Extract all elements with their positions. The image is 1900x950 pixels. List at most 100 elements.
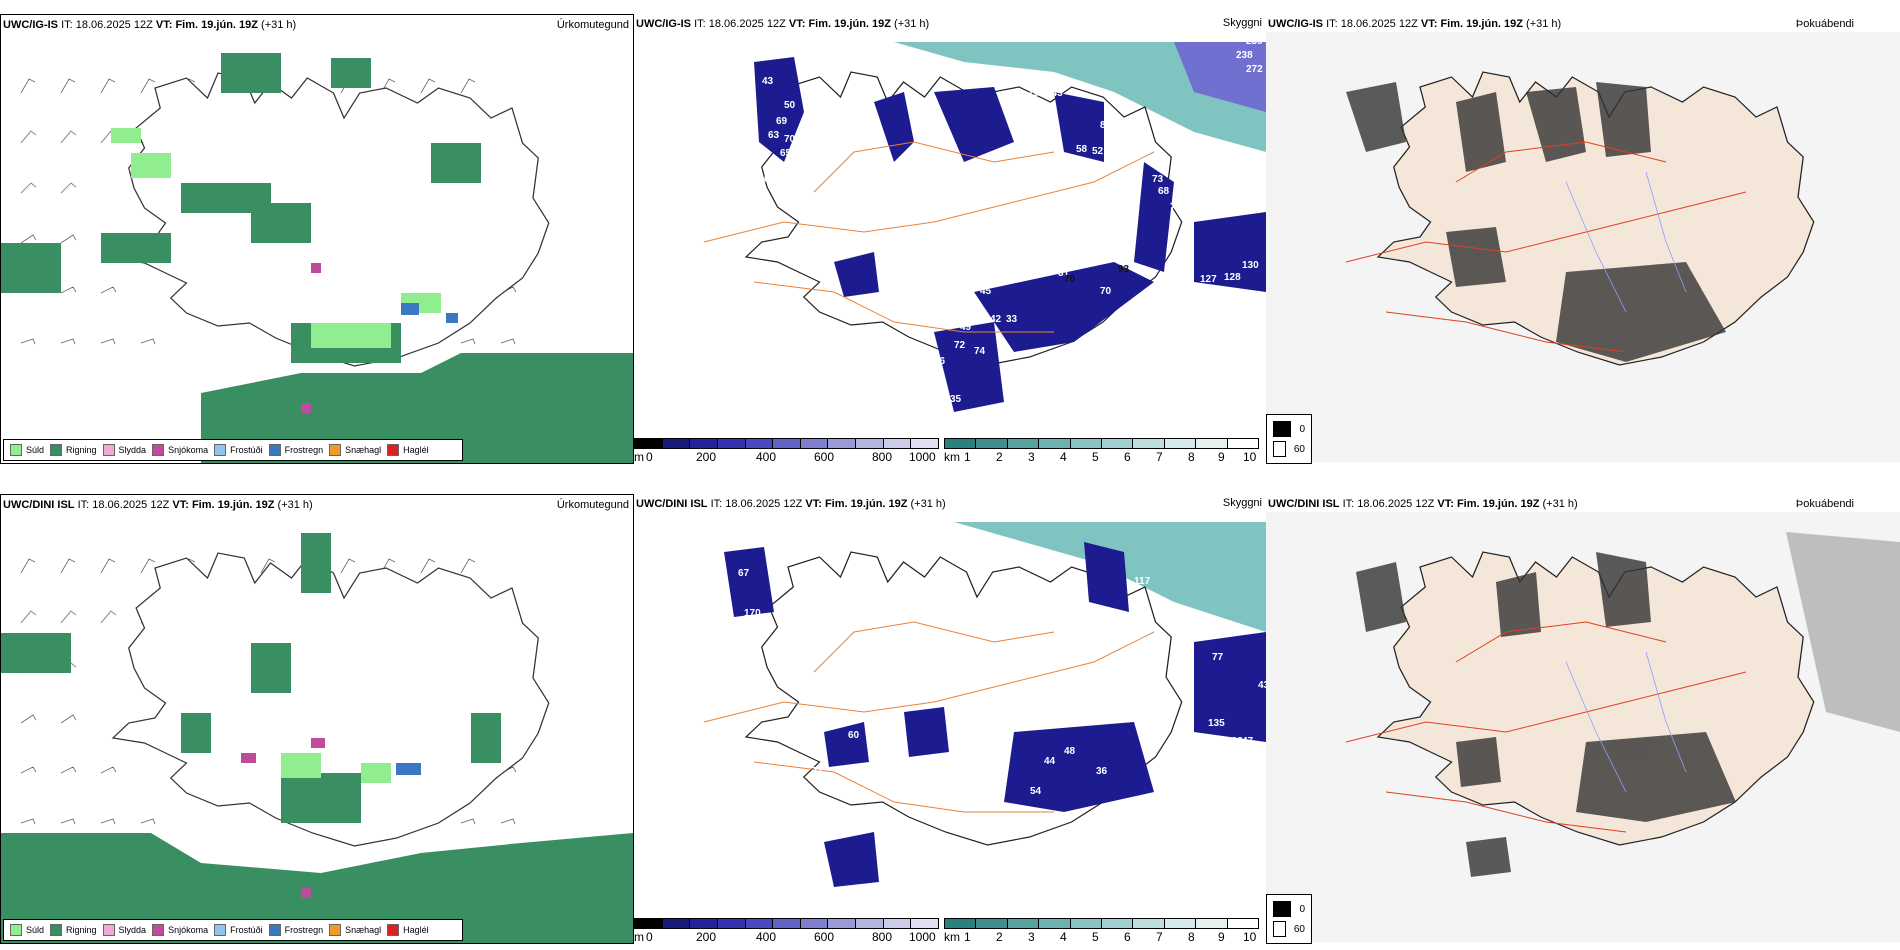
legend-swatch [268,924,281,936]
legend-swatch [102,444,115,456]
cloud-base-label: 49 [960,322,972,333]
fog-legend-swatch [1273,421,1292,437]
cloud-base-label: 54 [1030,786,1042,797]
precip-map-row2[interactable] [1,513,633,943]
fog-legend-swatch [1273,441,1286,457]
cloud-base-label: 60 [848,730,860,741]
cloud-base-label: 50 [970,308,982,319]
cloud-base-label: 65 [780,148,792,159]
cloud-base-label: 40 [896,786,908,797]
cloud-base-label: 52 [1092,146,1104,157]
cloud-base-label: 318 [842,194,859,205]
legend-swatch [102,924,115,936]
cloud-base-label: 117 [1134,576,1151,587]
cloud-scale-row1: m 0 200 400 600 800 1000 [634,438,939,464]
fog-map-row2[interactable] [1266,512,1900,942]
precip-panel-row2: UWC/DINI ISL IT: 18.06.2025 12Z VT: Fim.… [0,494,634,944]
cloud-base-label: 128 [1226,736,1243,747]
legend-swatch [329,444,342,456]
cloud-base-label: 72 [954,340,966,351]
cloud-base-label: 272 [1246,64,1263,75]
legend-swatch [152,924,165,936]
fog-panel-row1: UWC/IG-IS IT: 18.06.2025 12Z VT: Fim. 19… [1266,14,1900,464]
cloud-header-row2: UWC/DINI ISL IT: 18.06.2025 12Z VT: Fim.… [636,498,946,510]
legend-swatch [387,924,400,936]
legend-swatch [268,444,281,456]
cloud-base-label: 70 [1170,202,1182,213]
cloud-base-label: 35 [918,394,930,405]
cloud-base-label: 35 [950,394,962,405]
cloud-base-label: 67 [738,568,750,579]
legend-swatch [10,924,22,936]
precip-panel-row1: UWC/IG-IS IT: 18.06.2025 12Z VT: Fim. 19… [0,14,634,464]
legend-swatch [214,444,227,456]
precip-map-row1[interactable] [1,33,633,463]
fog-legend-row1: 0 60 [1266,414,1312,464]
cloud-base-label: 43 [762,76,774,87]
cloud-scale-row2: m 0 200 400 600 800 1000 [634,918,939,944]
cloud-base-label: 193 [1028,88,1045,99]
cloud-base-label: 243 [1046,88,1063,99]
cloud-scale-bar [634,438,939,449]
legend-item: Rigning [50,444,97,456]
cloud-base-label: 58 [716,600,728,611]
cloud-base-label: 36 [1096,766,1108,777]
cloud-base-label: 209 [809,194,826,205]
cloud-base-label: 63 [768,130,780,141]
cloud-base-label: 70 [1100,286,1112,297]
precip-header-row2: UWC/DINI ISL IT: 18.06.2025 12Z VT: Fim.… [3,499,313,511]
cloud-base-label: 93 [1118,264,1130,275]
cloud-base-label: 44 [1044,756,1056,767]
cloud-base-label: 58 [1076,144,1088,155]
cloud-base-label: 170 [744,608,761,619]
fog-title-row2: Þokuábendi [1795,498,1854,510]
cloud-base-label: 90 [864,762,876,773]
legend-item: Snjókoma [152,444,208,456]
cloud-panel-row1: UWC/IG-IS IT: 18.06.2025 12Z VT: Fim. 19… [634,14,1266,464]
cloud-base-label: 45 [980,286,992,297]
cloud-base-label: 32 [842,810,854,821]
cloud-base-label: 43 [1258,680,1266,691]
legend-swatch [152,444,165,456]
cloud-base-label: 84 [1134,604,1146,615]
legend-item: Haglél [387,444,429,456]
cloud-panel-row2: UWC/DINI ISL IT: 18.06.2025 12Z VT: Fim.… [634,494,1266,944]
precip-header-row1: UWC/IG-IS IT: 18.06.2025 12Z VT: Fim. 19… [3,19,297,31]
cloud-base-label: 33 [1006,314,1018,325]
cloud-base-label: 53 [716,530,728,541]
cloud-base-label: 48 [1064,746,1076,757]
cloud-base-label: 70 [1064,274,1076,285]
cloud-base-label: 130 [1242,260,1259,271]
legend-item: Rigning [50,924,97,936]
cloud-base-label: 25 [904,876,916,887]
cloud-base-label: 27 [882,874,894,885]
cloud-base-label: 34 [854,786,866,797]
fog-header-row2: UWC/DINI ISL IT: 18.06.2025 12Z VT: Fim.… [1268,498,1578,510]
fog-panel-row2: UWC/DINI ISL IT: 18.06.2025 12Z VT: Fim.… [1266,494,1900,944]
legend-item: Slydda [102,924,146,936]
fog-legend-swatch [1273,901,1292,917]
legend-item: Súld [10,924,44,936]
cloud-base-label: 71 [812,766,824,777]
cloud-base-label: 204 [1032,102,1049,113]
cloud-base-label: 47 [1242,736,1254,747]
precip-legend-row1: Súld Rigning Slydda Snjókoma Frostúði Fr… [3,439,463,461]
legend-item: Frostúði [214,444,263,456]
legend-swatch [329,924,342,936]
visibility-scale-row2: km 1 2 3 4 5 6 7 8 9 10 [944,918,1259,944]
fog-map-row1[interactable] [1266,32,1900,462]
legend-item: Haglél [387,924,429,936]
legend-item: Súld [10,444,44,456]
cloud-base-label: 70 [784,134,796,145]
cloud-title-row2: Skyggni [1222,497,1262,509]
visibility-scale-bar [944,438,1259,449]
cloud-base-label: 110 [878,186,895,197]
cloud-base-label: 31 [1058,268,1070,279]
legend-item: Snæhagl [329,444,381,456]
visibility-scale-row1: km 1 2 3 4 5 6 7 8 9 10 [944,438,1259,464]
cloud-base-label: 77 [1212,652,1224,663]
legend-swatch [50,924,63,936]
cloud-base-label: 127 [1196,738,1213,749]
